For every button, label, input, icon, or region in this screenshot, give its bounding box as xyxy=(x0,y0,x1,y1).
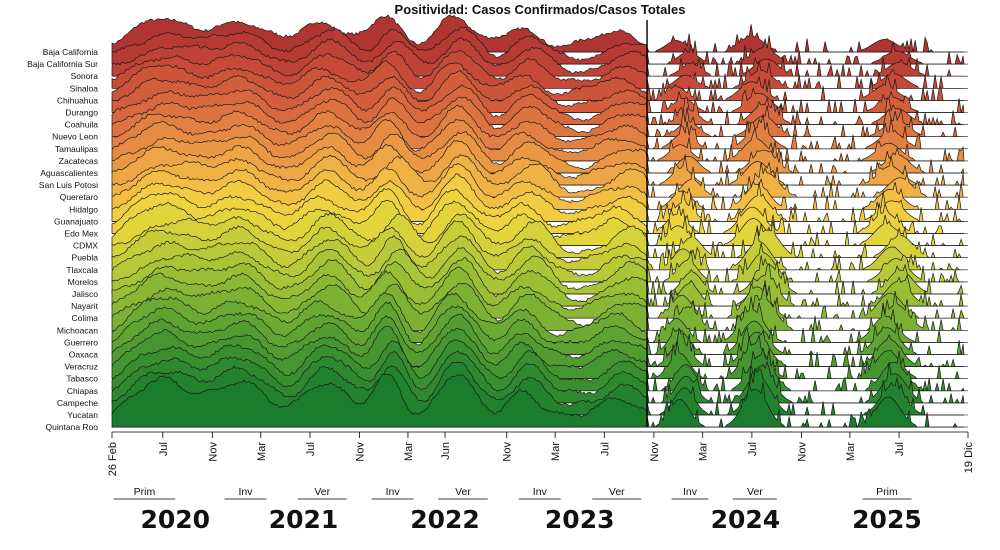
seasons-group: Prim Inv Ver Inv Ver Inv Ver Inv Ver Prim xyxy=(113,486,912,500)
x-tick-label: Mar xyxy=(845,442,857,461)
state-label: Campeche xyxy=(57,398,98,408)
state-label: Guerrero xyxy=(64,337,98,347)
x-tick-label: Mar xyxy=(256,442,268,461)
state-label: Durango xyxy=(65,108,98,118)
x-tick-label: Jul xyxy=(305,442,317,456)
state-label: Nayarit xyxy=(71,301,99,311)
state-label: Baja California Sur xyxy=(27,59,98,69)
season-label: Inv xyxy=(533,486,548,498)
year-label: 2020 xyxy=(141,505,211,534)
year-label: 2025 xyxy=(852,505,922,534)
year-label: 2024 xyxy=(711,505,781,534)
x-tick-label: Jul xyxy=(599,442,611,456)
year-label: 2022 xyxy=(410,505,480,534)
state-label: Colima xyxy=(72,313,99,323)
years-group: 2020 2021 2022 2023 2024 2025 xyxy=(141,505,922,534)
state-label: Jalisco xyxy=(72,289,98,299)
state-label: Guanajuato xyxy=(54,216,98,226)
x-tick-label: 19 Dic xyxy=(963,442,975,474)
state-label: Tlaxcala xyxy=(66,265,98,275)
state-labels-group: Baja California Baja California Sur Sonora… xyxy=(27,47,99,432)
state-label: Sonora xyxy=(71,71,99,81)
x-tick-label: Jun xyxy=(440,442,452,460)
x-axis: 26 Feb Jul Nov Mar Jul Nov Mar Jun Nov Mar Jul Nov M… xyxy=(107,431,975,476)
chart-title: Positividad: Casos Confirmados/Casos Tot… xyxy=(395,2,686,17)
state-label: Zacatecas xyxy=(59,156,98,166)
state-label: Tabasco xyxy=(66,374,98,384)
state-label: San Luis Potosi xyxy=(39,180,98,190)
x-tick-label: Jul xyxy=(158,442,170,456)
x-tick-label: Nov xyxy=(796,442,808,462)
x-tick-label: Nov xyxy=(502,442,514,462)
season-label: Prim xyxy=(134,486,156,498)
year-label: 2023 xyxy=(545,505,615,534)
ridges-group xyxy=(111,14,968,429)
state-label: Nuevo Leon xyxy=(52,132,98,142)
state-label: Oaxaca xyxy=(69,350,99,360)
state-label: Quintana Roo xyxy=(46,422,99,432)
x-tick-label: 26 Feb xyxy=(107,442,119,476)
x-tick-label: Mar xyxy=(403,442,415,461)
state-label: Hidalgo xyxy=(69,204,98,214)
season-label: Inv xyxy=(238,486,253,498)
season-label: Ver xyxy=(455,486,471,498)
state-label: Queretaro xyxy=(60,192,99,202)
state-label: Aguascalientes xyxy=(40,168,98,178)
state-label: Puebla xyxy=(72,253,99,263)
state-label: Morelos xyxy=(68,277,98,287)
state-label: Veracruz xyxy=(64,362,98,372)
state-label: Edo Mex xyxy=(64,229,98,239)
year-label: 2021 xyxy=(269,505,339,534)
season-label: Inv xyxy=(386,486,401,498)
x-tick-label: Mar xyxy=(550,442,562,461)
state-label: Yucatan xyxy=(67,410,98,420)
x-tick-label: Nov xyxy=(355,442,367,462)
state-label: Sinaloa xyxy=(70,83,99,93)
x-tick-label: Nov xyxy=(207,442,219,462)
season-label: Ver xyxy=(609,486,625,498)
state-label: Tamaulipas xyxy=(55,144,98,154)
season-label: Inv xyxy=(683,486,698,498)
state-label: Chiapas xyxy=(67,386,98,396)
season-label: Prim xyxy=(876,486,898,498)
season-label: Ver xyxy=(747,486,763,498)
state-label: CDMX xyxy=(73,241,98,251)
x-tick-label: Jul xyxy=(747,442,759,456)
season-label: Ver xyxy=(314,486,330,498)
state-label: Baja California xyxy=(43,47,99,57)
state-label: Michoacan xyxy=(57,325,98,335)
x-tick-label: Mar xyxy=(698,442,710,461)
state-label: Chihuahua xyxy=(57,95,98,105)
x-tick-label: Jul xyxy=(894,442,906,456)
x-tick-label: Nov xyxy=(649,442,661,462)
state-label: Coahuila xyxy=(64,120,98,130)
